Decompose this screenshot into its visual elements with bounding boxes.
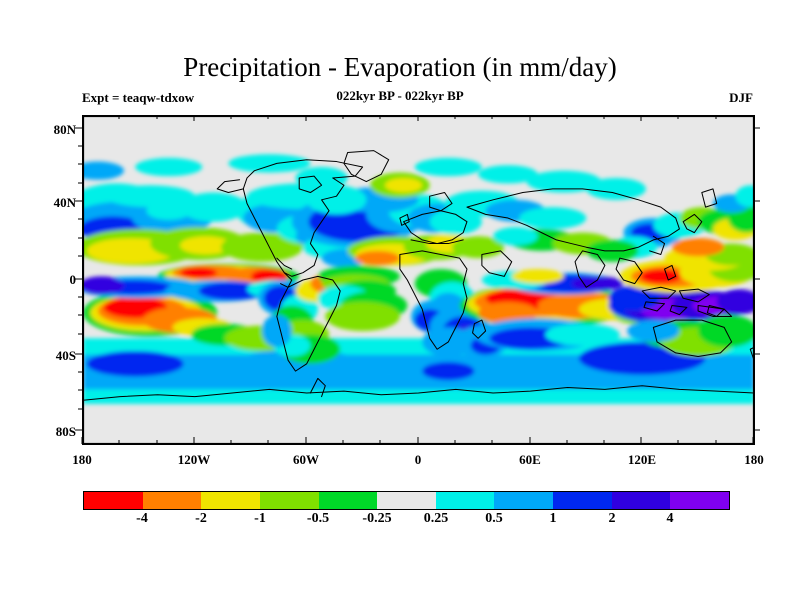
colorbar-swatch-5	[377, 492, 436, 509]
colorbar-tick-neg025: -0.25	[362, 511, 392, 526]
x-axis-label-180w: 180	[72, 452, 92, 467]
x-axis-label-120e: 120E	[627, 452, 657, 467]
y-axis-label-0: 0	[69, 272, 77, 287]
x-axis-label-120w: 120W	[177, 452, 211, 467]
map-plot-area	[82, 115, 755, 445]
colorbar-swatch-0	[84, 492, 143, 509]
colorbar-swatch-6	[435, 492, 495, 509]
colorbar-swatch-7	[494, 492, 554, 509]
x-axis-label-60w: 60W	[293, 452, 319, 467]
y-axis-label-40n: 40N	[53, 195, 76, 210]
colorbar-tick-neg2: -2	[195, 511, 207, 526]
y-axis-label-80s: 80S	[55, 424, 76, 439]
colorbar-tick-pos2: 2	[608, 511, 616, 526]
y-axis-label-80n: 80N	[53, 122, 76, 137]
colorbar-swatch-2	[201, 492, 260, 509]
colorbar-tick-pos4: 4	[666, 511, 674, 526]
colorbar-tick-pos05: 0.5	[485, 511, 503, 526]
colorbar-tick-pos025: 0.25	[423, 511, 449, 526]
colorbar-swatch-8	[553, 492, 612, 509]
x-axis-label-180e: 180	[744, 452, 764, 467]
colorbar-swatch-9	[611, 492, 671, 509]
colorbar-swatch-3	[259, 492, 319, 509]
colorbar-tick-neg05: -0.5	[306, 511, 330, 526]
chart-subtitle: 022kyr BP - 022kyr BP	[336, 88, 464, 103]
colorbar-swatch-1	[142, 492, 202, 509]
colorbar-tick-neg4: -4	[136, 511, 148, 526]
precipitation-evaporation-map	[83, 116, 754, 444]
y-axis-label-40s: 40S	[55, 348, 76, 363]
season-label: DJF	[729, 90, 753, 105]
experiment-label: Expt = teaqw-tdxow	[82, 90, 195, 105]
colorbar-tick-neg1: -1	[254, 511, 266, 526]
colorbar-tick-pos1: 1	[549, 511, 557, 526]
colorbar	[83, 491, 730, 510]
colorbar-swatch-10	[670, 492, 730, 509]
x-axis-label-0: 0	[414, 452, 422, 467]
x-axis-label-60e: 60E	[519, 452, 541, 467]
colorbar-swatch-4	[318, 492, 378, 509]
page-title: Precipitation - Evaporation (in mm/day)	[183, 52, 617, 82]
